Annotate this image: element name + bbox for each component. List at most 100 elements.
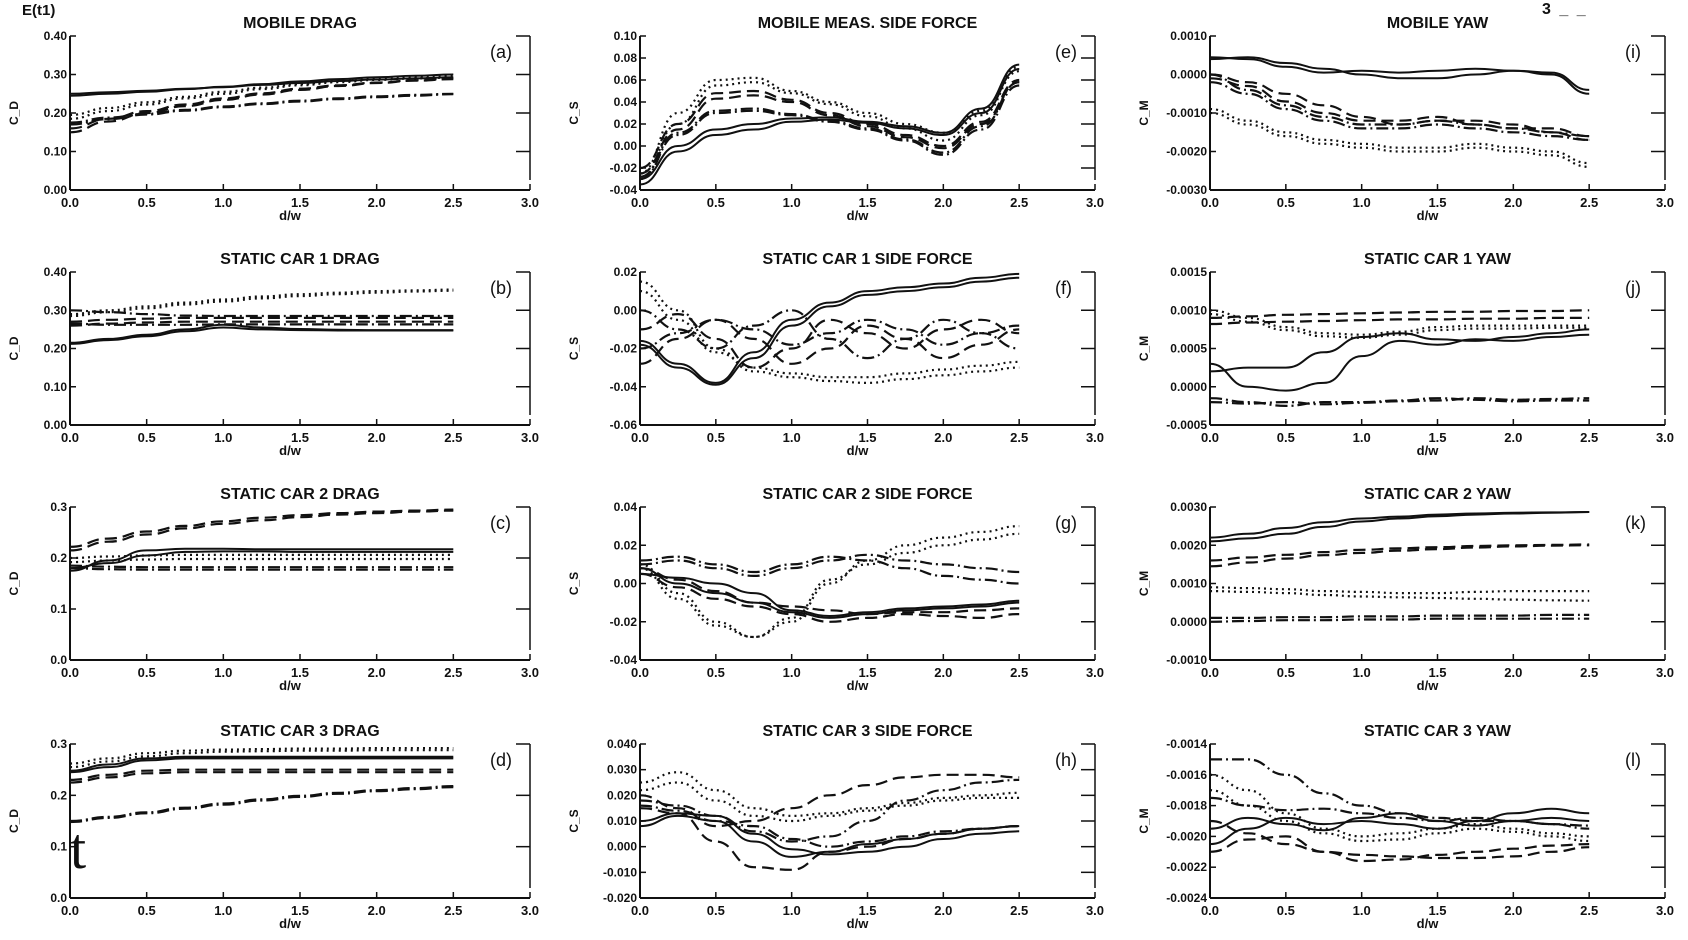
x-axis-label: d/w [847, 916, 870, 931]
series-line-dotted [69, 557, 454, 564]
series-line-dashed [69, 316, 454, 323]
panel-j-label: (j) [1625, 278, 1641, 298]
series-line-dashed [69, 509, 454, 552]
series-line-dashdot [639, 81, 1020, 178]
series-line-dashed [1209, 316, 1590, 326]
x-tick-label: 1.0 [783, 903, 801, 918]
series-line-dashdot [1209, 73, 1590, 138]
x-tick-label: 2.0 [368, 430, 386, 445]
y-tick-label: -0.0010 [1166, 653, 1207, 667]
x-tick-label: 2.5 [444, 195, 462, 210]
y-axis-label: C_M [1137, 808, 1151, 833]
corner-label: E(t1) [22, 2, 56, 19]
x-tick-label: 0.5 [138, 903, 156, 918]
panel-i-label: (i) [1625, 42, 1641, 62]
x-tick-label: 1.5 [291, 665, 309, 680]
series-line-dashed [639, 572, 1020, 623]
series-line-dashdot [69, 786, 454, 824]
x-axis-label: d/w [1417, 916, 1440, 931]
series-line-dotted [1209, 789, 1590, 843]
series-line-dashed [639, 312, 1020, 369]
series-line-solid [639, 276, 1020, 386]
x-axis-label: d/w [847, 208, 870, 223]
y-tick-label: -0.04 [610, 380, 638, 394]
x-tick-label: 1.5 [858, 195, 876, 210]
y-tick-label: -0.020 [603, 891, 637, 905]
y-tick-label: 0.0 [50, 891, 67, 905]
y-tick-label: 0.20 [44, 342, 68, 356]
y-tick-label: 0.0000 [1170, 615, 1207, 629]
y-tick-label: 0.30 [44, 303, 68, 317]
panel-h-title: STATIC CAR 3 SIDE FORCE [762, 723, 972, 740]
series-line-solid [639, 812, 1020, 856]
x-tick-label: 2.0 [934, 903, 952, 918]
x-tick-label: 2.5 [444, 665, 462, 680]
x-tick-label: 1.0 [1353, 903, 1371, 918]
panel-l: STATIC CAR 3 YAW (l) 0.0 0.5 1.0 1.5 2.0 2.5 3.0… [1137, 723, 1674, 931]
series-line-dotted [1209, 108, 1590, 165]
series-line-solid [69, 757, 454, 774]
x-tick-label: 2.5 [1580, 430, 1598, 445]
y-tick-label: 0.02 [614, 265, 638, 279]
x-tick-label: 1.5 [858, 903, 876, 918]
y-axis-label: C_D [7, 571, 21, 595]
series-line-dashdot [1209, 796, 1590, 830]
x-tick-label: 3.0 [1086, 665, 1104, 680]
y-tick-label: -0.02 [610, 342, 638, 356]
x-tick-label: 0.0 [631, 665, 649, 680]
series-line-dotted [1209, 313, 1590, 339]
series-line-dashdot [69, 564, 454, 569]
series-line-dashdot [639, 778, 1020, 843]
x-axis-label: d/w [279, 443, 302, 458]
series-line-dashed [1209, 835, 1590, 863]
y-axis-label: C_S [567, 572, 581, 595]
x-tick-label: 0.0 [631, 195, 649, 210]
series-line-solid [69, 76, 454, 95]
y-tick-label: 0.00 [614, 139, 638, 153]
series-line-dashdot [639, 318, 1020, 350]
series-line-solid [69, 755, 454, 772]
series-line-solid [1209, 511, 1590, 543]
series-line-dotted [639, 280, 1020, 385]
series-line-dashed [639, 773, 1020, 828]
x-axis-label: d/w [1417, 208, 1440, 223]
x-tick-label: 1.0 [214, 665, 232, 680]
panel-f-label: (f) [1055, 278, 1072, 298]
x-tick-label: 0.0 [1201, 195, 1219, 210]
x-tick-label: 0.0 [631, 430, 649, 445]
panel-j-title: STATIC CAR 1 YAW [1364, 251, 1512, 268]
y-tick-label: 0.40 [44, 29, 68, 43]
x-tick-label: 1.0 [214, 430, 232, 445]
x-tick-label: 2.0 [1504, 665, 1522, 680]
y-axis-label: C_S [567, 337, 581, 360]
y-tick-label: 0.02 [614, 117, 638, 131]
panel-k-title: STATIC CAR 2 YAW [1364, 486, 1512, 503]
series-line-solid [639, 63, 1020, 180]
y-tick-label: -0.06 [610, 418, 638, 432]
x-tick-label: 1.5 [1428, 665, 1446, 680]
x-tick-label: 1.0 [1353, 665, 1371, 680]
x-tick-label: 3.0 [1086, 195, 1104, 210]
x-tick-label: 1.5 [1428, 195, 1446, 210]
x-tick-label: 0.5 [707, 665, 725, 680]
panel-a-label: (a) [490, 42, 512, 62]
panel-f: STATIC CAR 1 SIDE FORCE (f) 0.0 0.5 1.0 1.5 2.… [567, 251, 1104, 458]
series-line-solid [1209, 333, 1590, 392]
y-tick-label: 0.3 [50, 500, 67, 514]
x-tick-label: 2.5 [444, 430, 462, 445]
x-tick-label: 0.5 [707, 430, 725, 445]
series-line-dashed [639, 318, 1020, 365]
x-tick-label: 0.0 [61, 665, 79, 680]
x-tick-label: 2.0 [1504, 903, 1522, 918]
series-line-dashed [1209, 544, 1590, 568]
series-line-solid [69, 547, 454, 572]
panel-b-title: STATIC CAR 1 DRAG [220, 251, 379, 268]
x-tick-label: 2.5 [1010, 665, 1028, 680]
series-line-dashdot [1209, 397, 1590, 408]
x-tick-label: 3.0 [1086, 903, 1104, 918]
y-tick-label: -0.0010 [1166, 106, 1207, 120]
series-line-dotted [1209, 773, 1590, 838]
x-tick-label: 0.5 [138, 195, 156, 210]
y-axis-label: C_M [1137, 100, 1151, 125]
series-line-dotted [639, 532, 1020, 639]
